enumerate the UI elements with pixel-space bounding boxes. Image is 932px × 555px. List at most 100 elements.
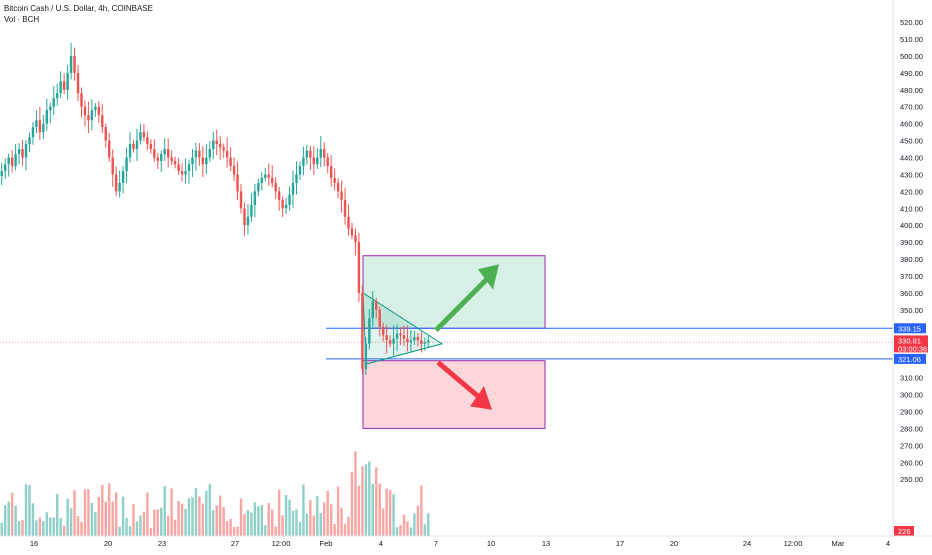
volume-bar [35,520,38,536]
x-tick-label: 4 [379,539,383,548]
y-tick-label: 310.00 [900,374,923,383]
volume-bar [142,511,146,536]
volume-bar [7,501,10,536]
candle-body [184,171,187,175]
volume-bar [17,520,21,536]
y-tick-label: 290.00 [900,407,923,416]
x-tick-label: 16 [30,539,38,548]
candle-body [225,150,229,158]
volume-bar [118,526,121,536]
candle-body [257,182,260,192]
volume-bar [14,505,17,536]
volume-bar [69,508,73,536]
volume-bar [229,518,232,536]
volume-bar [160,507,163,536]
volume-bar [257,506,260,536]
candle-body [87,115,90,121]
candle-body [170,157,173,161]
y-tick-label: 480.00 [900,86,923,95]
candle-body [101,115,104,128]
volume-bar [409,527,413,536]
candle-body [264,174,267,178]
y-tick-label: 260.00 [900,458,923,467]
y-tick-label: 380.00 [900,255,923,264]
candle-body [375,301,378,310]
candle-body [166,149,170,158]
candle-body [56,93,59,99]
volume-bar [205,490,208,536]
volume-bar [253,502,257,536]
volume-bar [208,484,212,536]
volume-bar [83,489,87,536]
candle-body [0,171,3,177]
lower-target-box[interactable] [362,360,546,429]
y-tick-label: 410.00 [900,204,923,213]
candle-body [406,338,409,343]
volume-bar [378,483,381,536]
upper-target-box[interactable] [362,255,546,329]
candle-body [17,149,21,155]
candle-body [125,157,128,172]
x-tick-label: 23 [158,539,166,548]
price-axis[interactable]: 520.00 510.00 500.00 490.00 480.00 470.00 460.… [892,0,928,536]
candle-body [42,123,45,133]
symmetrical-triangle[interactable] [362,292,444,365]
volume-bar [354,451,357,536]
volume-bar [288,499,291,536]
volume-bar [423,524,427,536]
volume-bar [212,510,215,536]
x-tick-label: 17 [616,539,624,548]
y-tick-label: 490.00 [900,69,923,78]
y-tick-label: 520.00 [900,18,923,27]
x-tick-label: 7 [434,539,438,548]
volume-bar [66,498,69,536]
volume-bar [215,505,218,536]
candle-body [420,340,423,344]
candle-body [180,171,184,175]
volume-bar [87,489,90,536]
volume-bar [350,472,354,536]
volume-bar [385,488,388,536]
volume-bar [399,525,402,536]
time-axis[interactable]: 16 20 23 27 12:00 Feb 4 7 10 13 17 20 24 12:00 Mar 4 [0,535,932,548]
volume-bar [52,517,55,536]
y-tick-label: 280.00 [900,424,923,433]
volume-bar [187,498,191,536]
volume-bar [340,507,343,536]
candle-body [14,154,17,166]
candle-body [21,149,24,158]
candle-body [243,208,246,226]
volume-bar [236,526,239,536]
x-tick-label: 20 [670,539,678,548]
candle-body [49,106,52,111]
candle-body [45,110,49,124]
candle-body [246,216,250,226]
volume-bar [375,467,378,536]
volume-bar [59,517,62,536]
y-tick-label: 400.00 [900,221,923,230]
volume-bars [0,451,430,536]
volume-bar [163,486,166,536]
candle-body [357,242,361,293]
volume-bar [62,525,66,536]
candle-body [108,140,111,158]
candle-body [385,335,388,341]
candle-body [215,140,218,144]
volume-bar [149,527,153,536]
candle-body [336,182,340,192]
candle-body [312,157,316,165]
candle-body [3,164,7,172]
candle-body [413,336,416,341]
volume-bar [132,503,135,536]
volume-bar [319,512,322,536]
volume-bar [42,521,45,536]
volume-bar [239,498,243,536]
candle-body [132,143,135,150]
candle-body [139,132,142,141]
x-tick-label: 10 [487,539,495,548]
candle-body [194,150,198,158]
volume-bar [336,486,340,536]
candle-body [236,174,239,192]
candle-body [146,137,149,144]
